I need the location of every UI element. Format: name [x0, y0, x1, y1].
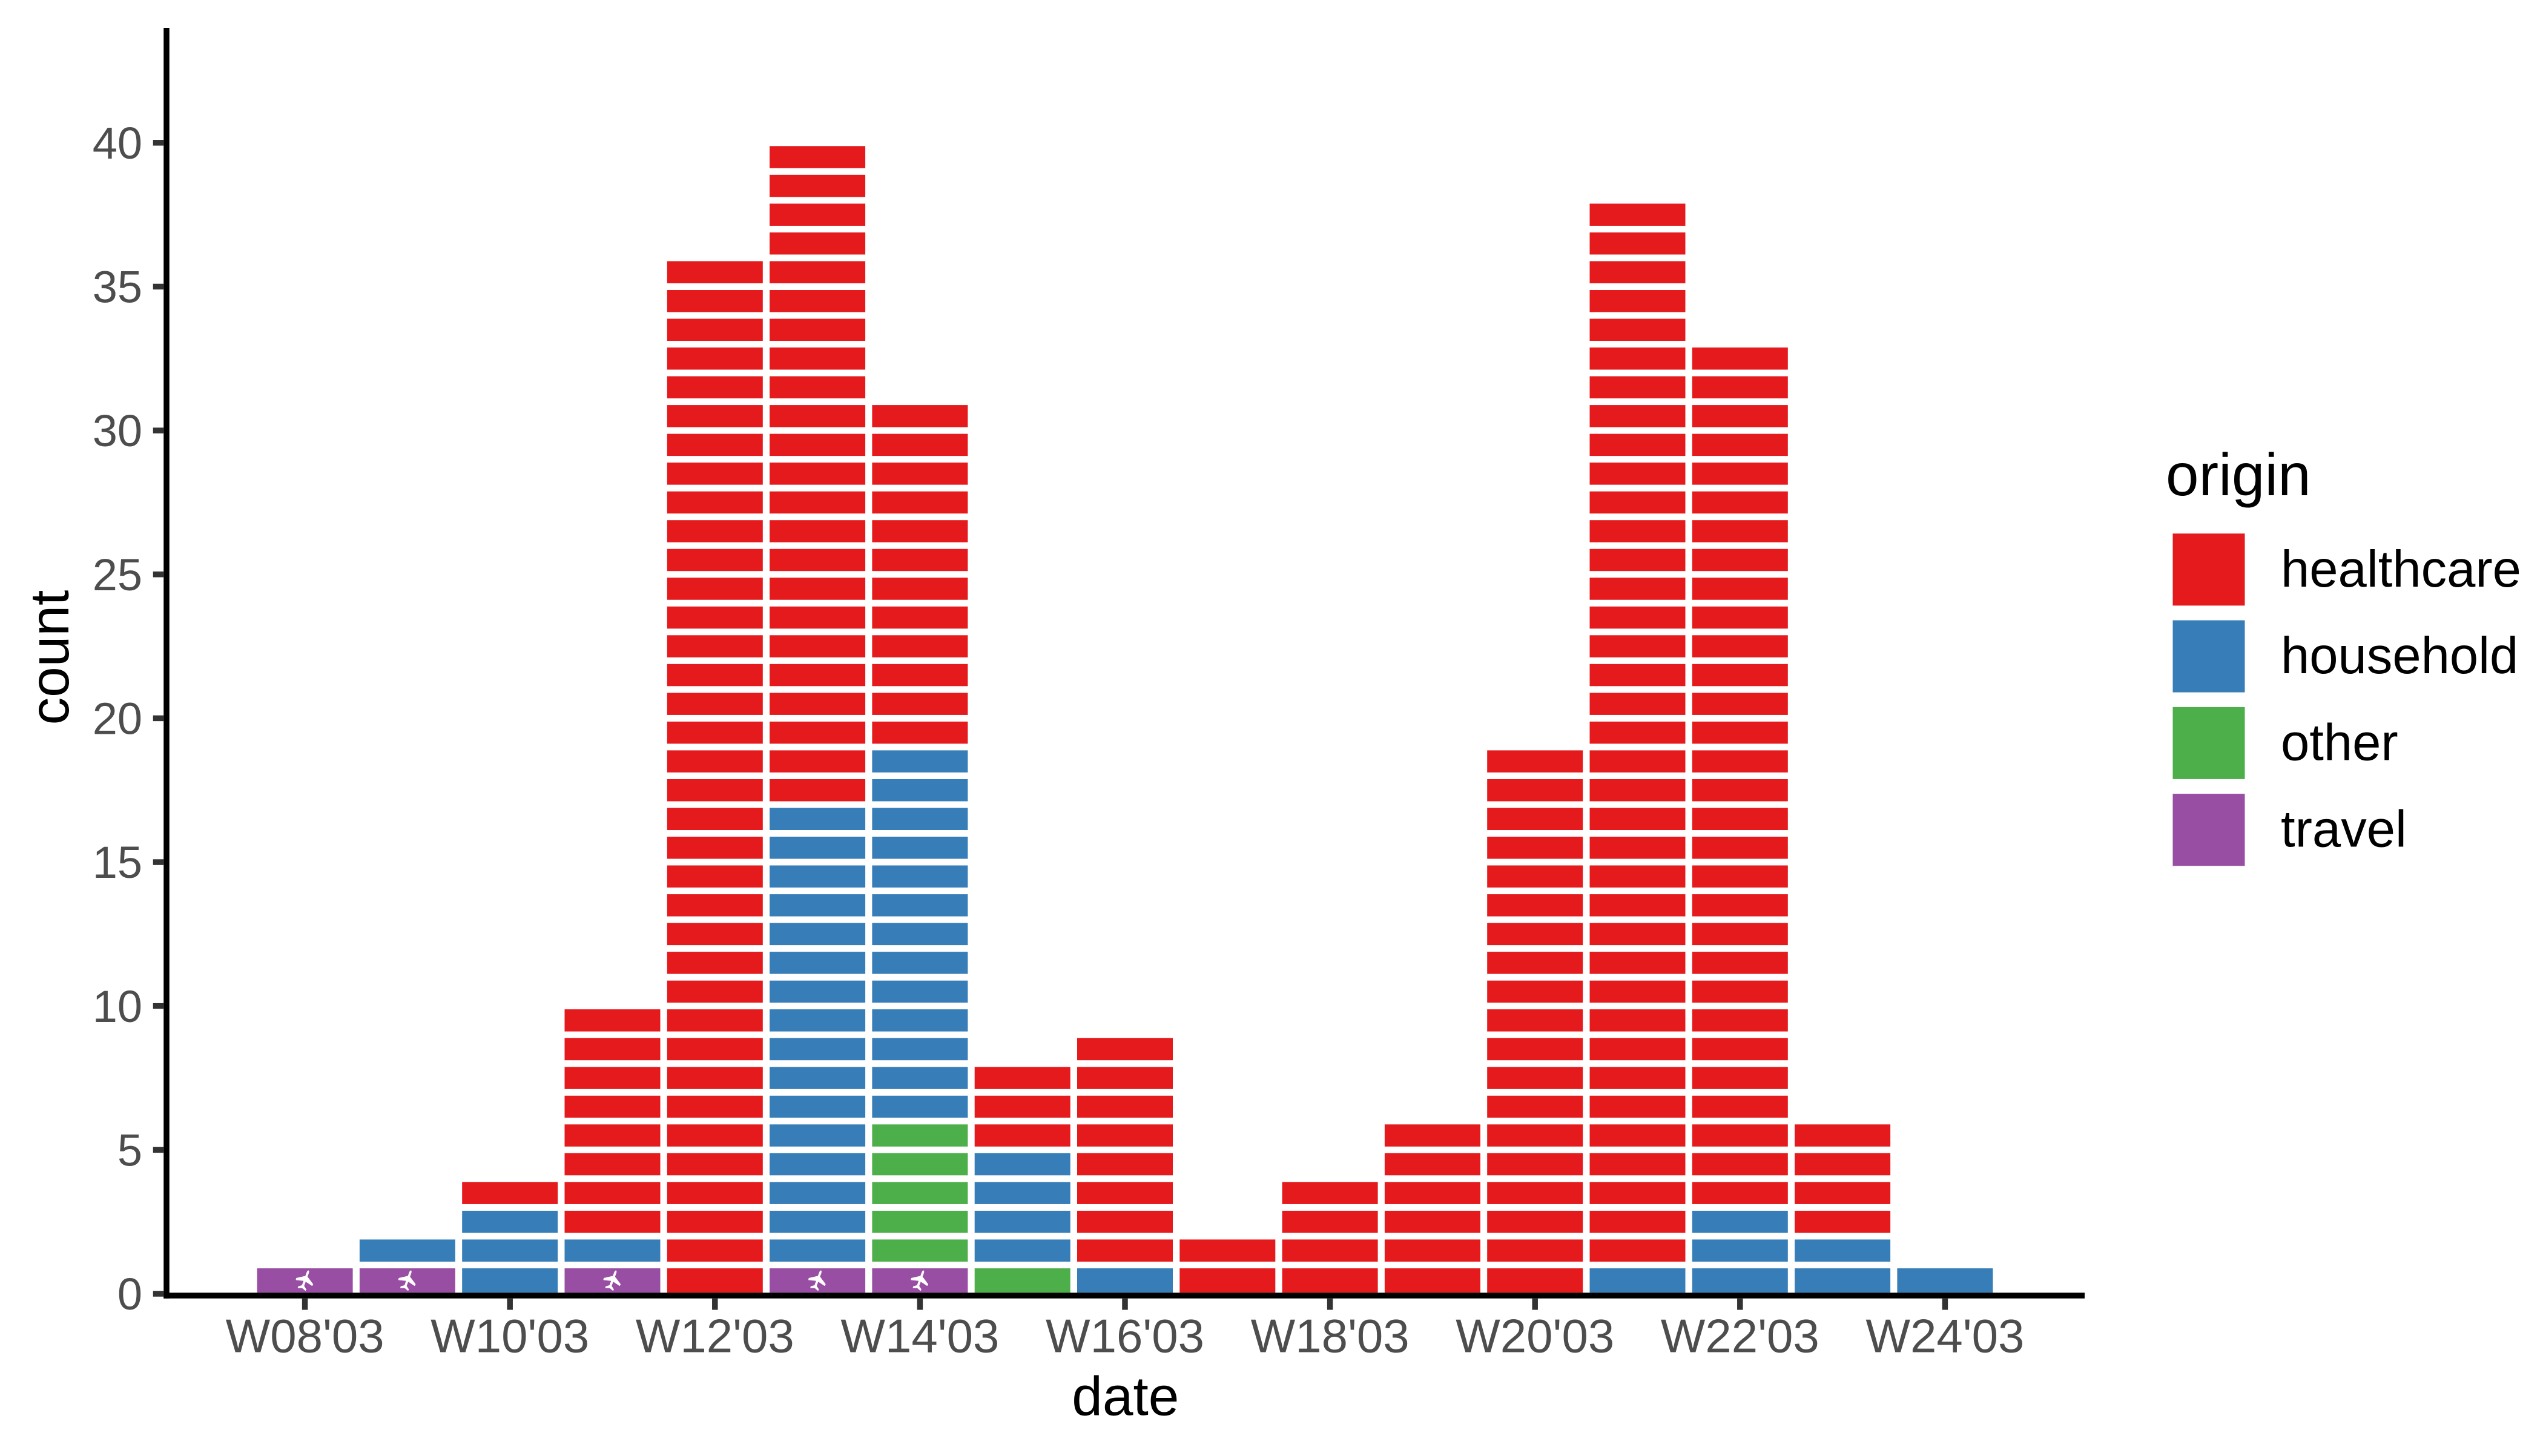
svg-text:5: 5: [117, 1125, 142, 1175]
svg-text:other: other: [2281, 714, 2398, 771]
svg-text:0: 0: [117, 1269, 142, 1319]
svg-text:count: count: [19, 590, 81, 725]
svg-text:10: 10: [93, 981, 142, 1032]
svg-text:W14'03: W14'03: [840, 1309, 999, 1363]
svg-text:travel: travel: [2281, 801, 2407, 858]
svg-text:W18'03: W18'03: [1251, 1309, 1410, 1363]
svg-text:20: 20: [93, 694, 142, 744]
svg-text:healthcare: healthcare: [2281, 541, 2521, 598]
svg-text:W20'03: W20'03: [1456, 1309, 1614, 1363]
svg-text:W08'03: W08'03: [226, 1309, 384, 1363]
svg-text:household: household: [2281, 627, 2518, 685]
svg-text:origin: origin: [2166, 441, 2311, 508]
svg-text:W12'03: W12'03: [636, 1309, 794, 1363]
svg-text:W24'03: W24'03: [1865, 1309, 2024, 1363]
svg-text:25: 25: [93, 550, 142, 600]
svg-text:30: 30: [93, 406, 142, 456]
svg-text:date: date: [1072, 1366, 1179, 1428]
svg-text:W16'03: W16'03: [1046, 1309, 1204, 1363]
svg-text:W22'03: W22'03: [1661, 1309, 1819, 1363]
svg-text:35: 35: [93, 262, 142, 312]
svg-text:40: 40: [93, 118, 142, 168]
svg-text:W10'03: W10'03: [430, 1309, 589, 1363]
svg-text:15: 15: [93, 837, 142, 888]
